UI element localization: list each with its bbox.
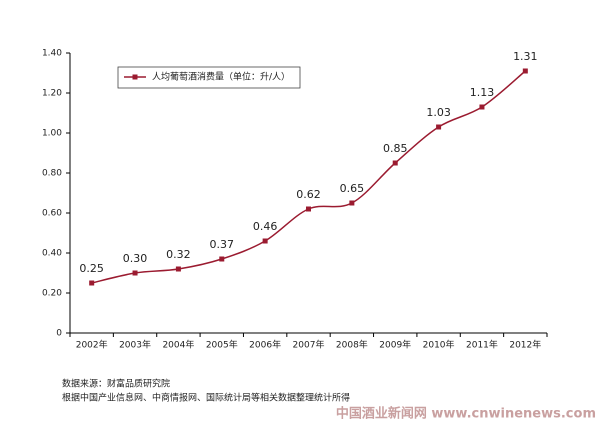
marker bbox=[436, 124, 442, 130]
y-tick-label: 0.60 bbox=[42, 209, 62, 219]
source-note: 数据来源：财富品质研究院 bbox=[62, 378, 170, 390]
legend-label: 人均葡萄酒消费量（单位：升/人） bbox=[152, 71, 290, 83]
y-tick-label: 0.20 bbox=[42, 289, 62, 299]
x-tick-label: 2012年 bbox=[509, 339, 541, 351]
marker bbox=[175, 266, 181, 272]
marker bbox=[219, 256, 225, 262]
y-tick-label: 0.40 bbox=[42, 249, 62, 259]
x-tick-label: 2011年 bbox=[466, 339, 498, 351]
y-tick-label: 1.40 bbox=[42, 49, 62, 59]
legend-marker bbox=[132, 74, 138, 80]
data-label: 0.37 bbox=[210, 238, 235, 251]
marker bbox=[349, 200, 355, 206]
data-label: 1.31 bbox=[513, 50, 538, 63]
line bbox=[91, 70, 526, 284]
x-tick-label: 2005年 bbox=[206, 339, 238, 351]
x-tick-label: 2003年 bbox=[119, 339, 151, 351]
y-tick-label: 0 bbox=[56, 329, 62, 339]
data-label: 0.30 bbox=[123, 252, 148, 265]
x-tick-label: 2009年 bbox=[379, 339, 411, 351]
x-tick-label: 2004年 bbox=[162, 339, 194, 351]
y-tick-label: 1.20 bbox=[42, 89, 62, 99]
marker bbox=[306, 206, 311, 212]
data-label: 0.65 bbox=[340, 182, 365, 195]
y-tick-label: 0.80 bbox=[42, 169, 62, 179]
data-label: 0.32 bbox=[166, 248, 191, 261]
x-tick-label: 2002年 bbox=[76, 339, 108, 351]
marker bbox=[132, 270, 138, 276]
marker bbox=[262, 238, 268, 244]
marker bbox=[522, 68, 528, 74]
legend-box bbox=[117, 66, 301, 89]
marker bbox=[392, 160, 398, 166]
x-tick-label: 2010年 bbox=[423, 339, 455, 351]
x-tick-label: 2007年 bbox=[293, 339, 325, 351]
data-label: 1.13 bbox=[470, 86, 495, 99]
marker bbox=[89, 280, 95, 286]
x-tick-label: 2008年 bbox=[336, 339, 368, 351]
data-label: 0.62 bbox=[296, 188, 321, 201]
data-label: 0.25 bbox=[79, 262, 104, 275]
watermark: 中国酒业新闻网 www.cnwinenews.com bbox=[336, 406, 596, 422]
data-label: 0.46 bbox=[253, 220, 278, 233]
source-note: 根据中国产业信息网、中商情报网、国际统计局等相关数据整理统计所得 bbox=[62, 392, 350, 404]
data-label: 0.85 bbox=[383, 142, 408, 155]
data-label: 1.03 bbox=[426, 106, 451, 119]
y-tick-label: 1.00 bbox=[42, 129, 62, 139]
marker bbox=[479, 104, 485, 110]
x-tick-label: 2006年 bbox=[249, 339, 281, 351]
